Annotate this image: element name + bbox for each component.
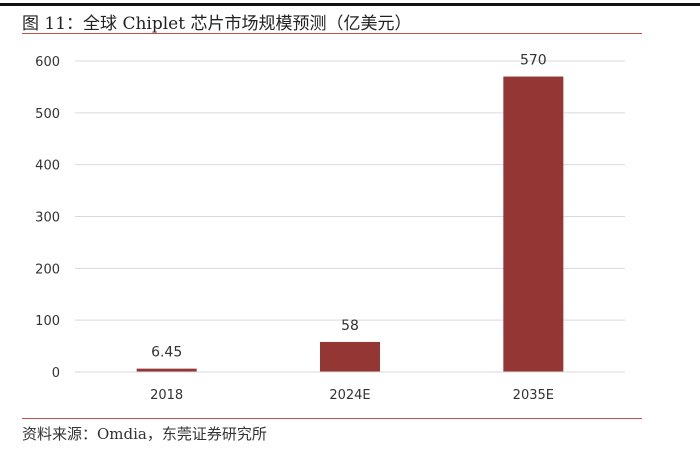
- bar-2024E: [320, 341, 380, 372]
- data-label-2018: 6.45: [151, 345, 182, 361]
- data-labels: 6.45 58 570: [151, 53, 547, 361]
- x-axis: 2018 2024E 2035E: [75, 371, 625, 403]
- x-tick-label-2024E: 2024E: [329, 388, 370, 403]
- data-label-2035E: 570: [520, 53, 547, 69]
- y-tick-label: 0: [52, 366, 60, 381]
- x-tick-label-2035E: 2035E: [513, 388, 554, 403]
- top-border: [0, 3, 700, 6]
- y-tick-label: 200: [35, 262, 60, 277]
- y-tick-label: 300: [35, 211, 60, 226]
- y-tick-label: 600: [35, 55, 60, 70]
- y-tick-label: 100: [35, 314, 60, 329]
- source-note: 资料来源：Omdia，东莞证券研究所: [22, 425, 267, 443]
- y-tick-label: 400: [35, 159, 60, 174]
- y-axis: 0 100 200 300 400 500 600: [35, 55, 60, 381]
- chart-bars: [136, 76, 564, 373]
- figure-title: 图 11：全球 Chiplet 芯片市场规模预测（亿美元）: [22, 14, 412, 34]
- x-tick-label-2018: 2018: [150, 388, 183, 403]
- y-tick-label: 500: [35, 107, 60, 122]
- title-divider: [22, 33, 642, 34]
- bar-2018: [136, 368, 197, 372]
- footer-divider: [22, 418, 642, 419]
- data-label-2024E: 58: [341, 318, 359, 334]
- bar-2035E: [503, 76, 564, 373]
